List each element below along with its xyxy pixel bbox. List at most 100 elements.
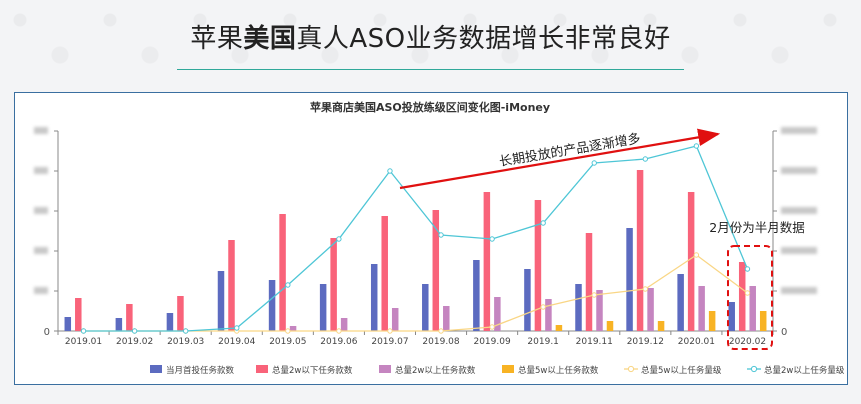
bar xyxy=(494,297,501,331)
bar xyxy=(177,296,184,331)
bar xyxy=(381,216,388,331)
bar xyxy=(687,192,695,331)
x-tick-label: 2019.01 xyxy=(65,337,102,347)
bar xyxy=(677,274,684,331)
y-tick-label-left-blurred xyxy=(34,287,48,294)
bar xyxy=(575,284,582,331)
bar xyxy=(596,290,603,331)
bar xyxy=(636,170,644,331)
line-point xyxy=(591,160,597,166)
bar xyxy=(340,318,348,331)
bar xyxy=(738,262,746,331)
x-tick-label: 2020.01 xyxy=(678,337,715,347)
legend-swatch xyxy=(502,365,514,373)
bar xyxy=(545,299,552,331)
line-point xyxy=(693,252,700,258)
x-tick-label: 2019.07 xyxy=(371,337,408,347)
bar xyxy=(319,284,327,331)
bar xyxy=(524,269,531,331)
y-tick-label-right-blurred xyxy=(781,247,817,254)
bar xyxy=(708,311,716,331)
line-point xyxy=(336,328,342,334)
line-point xyxy=(438,328,444,334)
x-tick-label: 2019.03 xyxy=(167,337,204,347)
y-tick-label-left-blurred xyxy=(34,247,48,254)
line-point xyxy=(744,290,751,296)
bar xyxy=(473,260,480,331)
x-tick-label: 2019.1 xyxy=(527,337,559,347)
bar xyxy=(698,286,705,331)
legend-swatch-dot xyxy=(750,365,758,373)
line-point xyxy=(285,282,291,288)
x-tick-label: 2019.02 xyxy=(116,337,153,347)
series-line xyxy=(83,145,749,332)
y-tick-label-right-blurred xyxy=(781,207,817,214)
highlight-box xyxy=(727,245,773,350)
bar xyxy=(330,238,337,331)
line-point xyxy=(131,328,138,334)
legend-label: 总量2w以下任务款数 xyxy=(272,365,353,376)
bar xyxy=(289,326,297,331)
bar xyxy=(126,304,133,331)
legend-label: 总量5w以上任务款数 xyxy=(518,365,599,376)
line-point xyxy=(489,236,495,242)
bar xyxy=(115,318,123,331)
line-point xyxy=(642,286,649,292)
x-tick-labels: 2019.01 2019.02 2019.03 2019.04 2019.05 2019.… xyxy=(65,337,766,347)
bar xyxy=(279,214,286,331)
bar xyxy=(647,288,654,331)
line-point xyxy=(80,328,87,334)
x-tick-label: 2019.05 xyxy=(269,337,306,347)
line-point xyxy=(336,236,342,242)
trend-arrow xyxy=(399,128,721,190)
bar xyxy=(585,233,593,331)
headline-part-2: 真人ASO业务数据增长非常良好 xyxy=(296,24,671,54)
x-tick-label: 2019.08 xyxy=(422,337,459,347)
y-tick-label-right-blurred xyxy=(781,127,817,134)
line-point xyxy=(693,143,700,149)
bar xyxy=(728,302,735,331)
bar xyxy=(422,284,429,331)
bar xyxy=(606,321,614,331)
page-headline: 苹果美国真人ASO业务数据增长非常良好 xyxy=(0,18,861,55)
legend-swatch-dot xyxy=(627,365,635,373)
line-point xyxy=(438,232,444,238)
half-month-note: 2月份为半月数据 xyxy=(709,220,804,235)
x-tick-label: 2019.06 xyxy=(320,337,357,347)
legend-label: 当月首投任务款数 xyxy=(166,365,235,376)
bar xyxy=(443,306,450,331)
legend-label: 总量2w以上任务量级 xyxy=(764,365,845,376)
line-point xyxy=(540,220,546,226)
legend-swatch xyxy=(150,365,162,373)
bar xyxy=(217,271,225,331)
y-tick-label-left-blurred xyxy=(34,167,48,174)
headline-divider xyxy=(177,69,684,70)
line-point xyxy=(591,292,597,298)
bar xyxy=(75,298,82,331)
x-tick-label: 2019.11 xyxy=(576,337,613,347)
line-point xyxy=(182,328,189,334)
line-point xyxy=(387,168,393,174)
line-point xyxy=(489,324,495,330)
bars-group xyxy=(64,170,767,331)
bar xyxy=(534,200,542,331)
line-point xyxy=(642,156,649,162)
bar xyxy=(228,240,235,331)
bar xyxy=(391,308,399,331)
line-point xyxy=(744,266,751,272)
y-tick-label-right-blurred xyxy=(781,167,817,174)
bar xyxy=(759,311,767,331)
bar xyxy=(166,313,174,331)
headline-part-1: 苹果 xyxy=(190,24,244,54)
x-tick-label: 2019.04 xyxy=(218,337,255,347)
legend-label: 总量5w以上任务量级 xyxy=(641,365,722,376)
y-tick-label-left-blurred xyxy=(34,207,48,214)
y-tick-label-right: 0 xyxy=(781,327,787,338)
y-tick-label-left: 0 xyxy=(44,327,50,338)
lines-group xyxy=(80,143,751,334)
y-tick-label-right-blurred xyxy=(781,287,817,294)
chart-title: 苹果商店美国ASO投放练级区间变化图-iMoney xyxy=(310,100,550,114)
bar xyxy=(657,321,665,331)
